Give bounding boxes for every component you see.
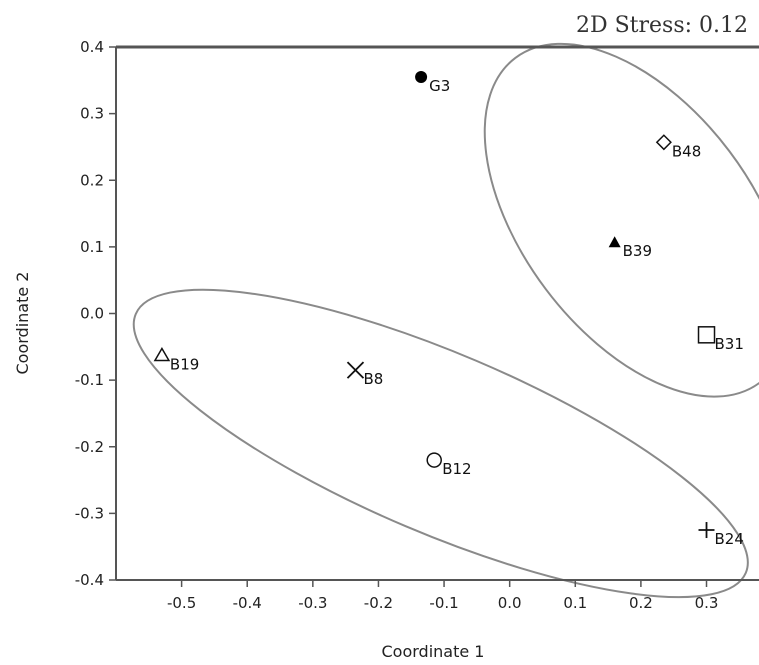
point-b12: B12: [426, 452, 472, 478]
group-ellipse-1: [483, 42, 759, 398]
x-tick-label: -0.1: [429, 594, 458, 612]
y-axis-title: Coordinate 2: [13, 272, 32, 375]
y-tick-label: -0.1: [75, 371, 104, 389]
point-b31: B31: [697, 326, 744, 353]
y-tick-label: 0.1: [80, 238, 104, 256]
group-ellipse-2: [132, 288, 749, 599]
x-tick-label: -0.3: [298, 594, 327, 612]
y-tick-label: -0.4: [75, 571, 104, 589]
x-tick-label: -0.4: [233, 594, 262, 612]
stress-annotation: 2D Stress: 0.12: [576, 13, 748, 38]
x-axis-title: Coordinate 1: [382, 642, 485, 661]
point-b48: B48: [655, 134, 701, 160]
point-label: B12: [442, 460, 471, 478]
y-tick-label: 0.0: [80, 305, 104, 323]
x-tick-label: -0.2: [364, 594, 393, 612]
circle-marker: [426, 452, 442, 468]
point-label: B24: [715, 530, 744, 548]
x-marker-stroke: [346, 361, 365, 379]
point-label: B19: [170, 355, 199, 373]
y-tick-label: 0.3: [80, 105, 104, 123]
axes: 0.4 0.3 0.2 0.1 0.0 -0.1 -0.2 -0.3 -0.4 -0.5 -0.4 -…: [75, 38, 759, 612]
data-points: G3 B48 B39 B31 B19 B8 B12 B24: [153, 70, 744, 548]
group-ellipses: [132, 42, 759, 599]
filled-triangle-marker: [608, 236, 621, 248]
point-b24: B24: [698, 522, 744, 548]
x-tick-label: 0.1: [563, 594, 587, 612]
point-label: B39: [623, 242, 652, 260]
y-tick-label: -0.3: [75, 504, 104, 522]
square-marker: [697, 326, 716, 344]
point-b39: B39: [608, 236, 652, 260]
x-tick-label: 0.2: [629, 594, 653, 612]
point-b19: B19: [153, 346, 199, 373]
y-tick-label: 0.2: [80, 171, 104, 189]
x-tick-label: 0.0: [498, 594, 522, 612]
point-label: G3: [429, 77, 450, 95]
point-label: B31: [715, 335, 744, 353]
point-g3: G3: [415, 70, 450, 95]
diamond-marker: [655, 134, 672, 151]
x-tick-label: 0.3: [695, 594, 719, 612]
triangle-marker: [153, 346, 171, 362]
filled-circle-marker: [415, 70, 428, 83]
point-label: B48: [672, 142, 701, 160]
y-tick-label: 0.4: [80, 38, 104, 56]
point-label: B8: [363, 370, 383, 388]
x-tick-label: -0.5: [167, 594, 196, 612]
y-tick-label: -0.2: [75, 438, 104, 456]
point-b8: B8: [346, 361, 383, 388]
